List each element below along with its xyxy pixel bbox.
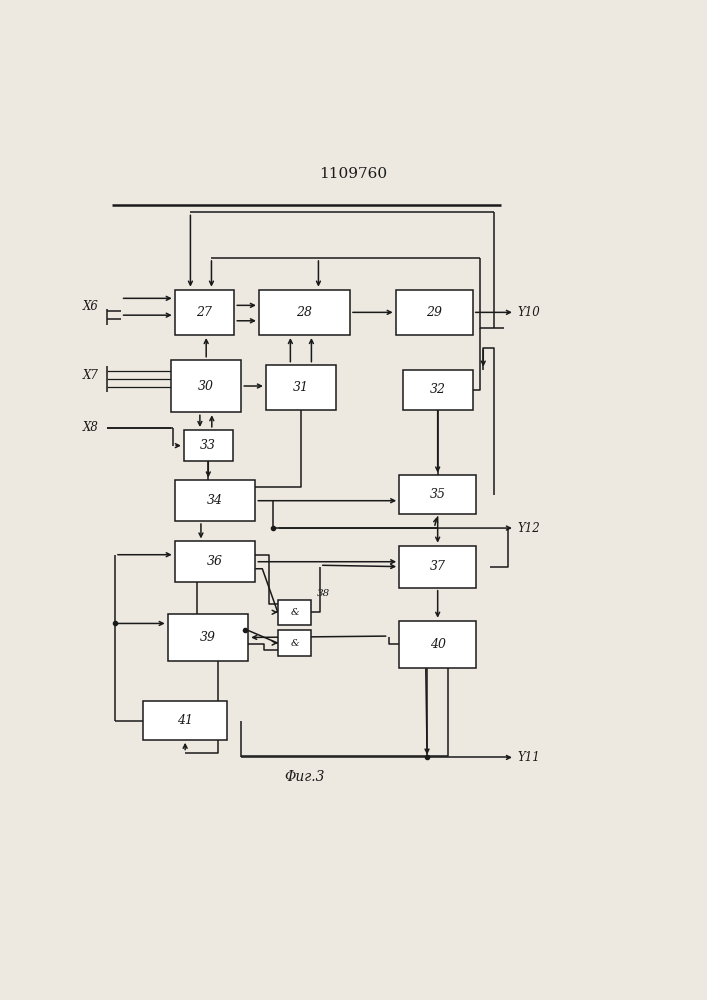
Text: 35: 35 <box>430 488 445 501</box>
Text: X7: X7 <box>83 369 98 382</box>
Bar <box>278 630 311 656</box>
Text: 40: 40 <box>430 638 445 651</box>
Bar <box>278 600 311 625</box>
Text: &: & <box>291 608 299 617</box>
Text: 27: 27 <box>197 306 212 319</box>
Bar <box>402 370 473 410</box>
Text: 38: 38 <box>317 589 330 598</box>
Bar <box>184 430 233 461</box>
Text: 31: 31 <box>293 381 309 394</box>
Text: 33: 33 <box>200 439 216 452</box>
Text: 28: 28 <box>296 306 312 319</box>
Bar <box>396 290 473 335</box>
Text: 34: 34 <box>207 494 223 507</box>
Bar <box>266 365 336 410</box>
Text: 36: 36 <box>207 555 223 568</box>
Text: 29: 29 <box>426 306 442 319</box>
Text: &: & <box>291 639 299 648</box>
Text: Φиг.3: Φиг.3 <box>284 770 325 784</box>
Bar <box>399 621 477 668</box>
Text: 32: 32 <box>430 383 445 396</box>
Bar <box>143 701 227 740</box>
Bar <box>168 614 248 661</box>
Text: 1109760: 1109760 <box>320 167 387 181</box>
Bar <box>175 290 234 335</box>
Text: 37: 37 <box>430 560 445 573</box>
Bar <box>399 475 477 514</box>
Text: Y10: Y10 <box>517 306 539 319</box>
Text: 41: 41 <box>177 714 193 727</box>
Text: 30: 30 <box>198 380 214 393</box>
Bar <box>259 290 350 335</box>
Bar <box>171 360 241 412</box>
Text: X6: X6 <box>83 300 98 313</box>
Text: 39: 39 <box>200 631 216 644</box>
Text: X8: X8 <box>83 421 98 434</box>
Bar <box>175 480 255 521</box>
Text: Y12: Y12 <box>517 522 539 535</box>
Text: Y11: Y11 <box>517 751 539 764</box>
Bar <box>399 546 477 588</box>
Bar <box>175 541 255 582</box>
